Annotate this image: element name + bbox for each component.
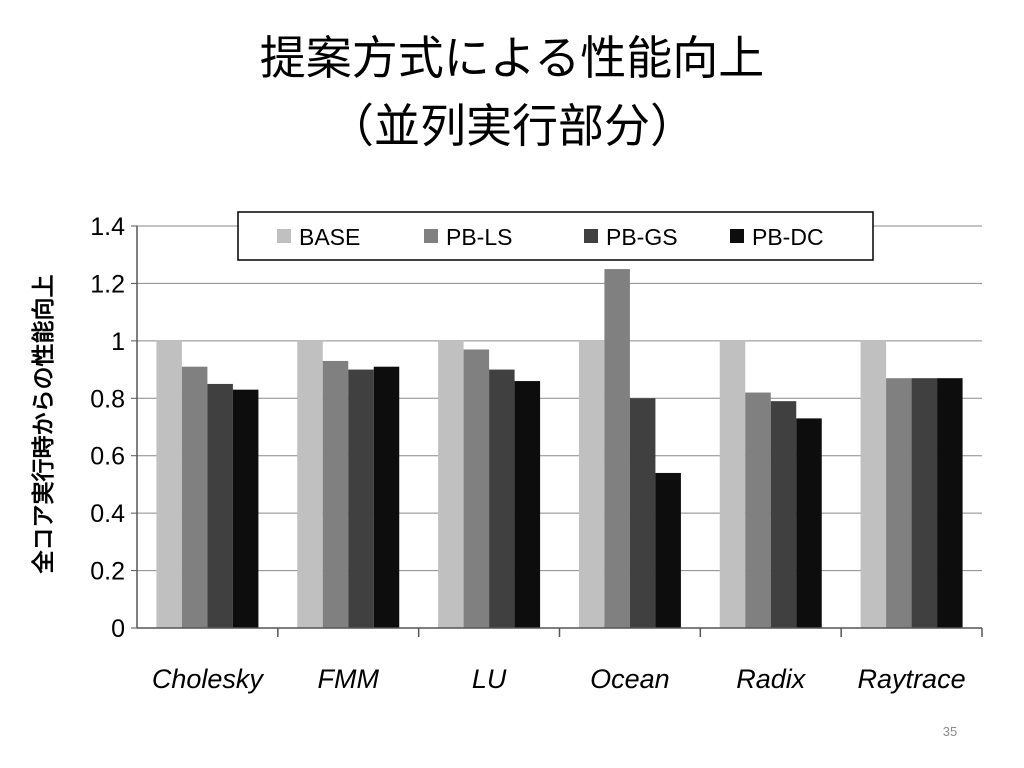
- legend-swatch-base: [277, 229, 291, 243]
- bar-pb-gs-cholesky: [207, 383, 233, 628]
- bar-pb-dc-cholesky: [232, 389, 259, 628]
- x-tick-label: Cholesky: [152, 664, 265, 694]
- x-tick-label: LU: [472, 664, 507, 694]
- bar-base-radix: [719, 340, 746, 628]
- bar-base-ocean: [578, 340, 605, 628]
- x-tick-label: Radix: [736, 664, 807, 694]
- bar-pb-ls-raytrace: [886, 378, 912, 628]
- grid-lines: [137, 225, 982, 572]
- axes: [131, 225, 983, 637]
- legend-label-pb-dc: PB-DC: [752, 224, 824, 250]
- y-tick-labels: 0 0.2 0.4 0.6 0.8 1 1.2 1.4: [90, 213, 125, 643]
- bar-base-raytrace: [860, 340, 887, 628]
- bar-pb-dc-lu: [514, 381, 541, 628]
- legend-box: [237, 211, 874, 261]
- slide-title-line1: 提案方式による性能向上: [259, 31, 765, 85]
- y-tick-label: 0.2: [90, 558, 125, 586]
- legend: BASE PB-LS PB-GS PB-DC: [237, 211, 874, 261]
- bar-base-cholesky: [156, 340, 182, 628]
- legend-swatch-pb-ls: [424, 229, 438, 243]
- y-tick-label: 0.6: [90, 443, 125, 471]
- bar-pb-ls-lu: [463, 349, 490, 628]
- page-number: 35: [942, 724, 958, 739]
- bar-pb-ls-fmm: [322, 360, 349, 628]
- y-tick-label: 1: [111, 328, 125, 356]
- legend-label-base: BASE: [299, 224, 360, 250]
- bar-pb-gs-lu: [489, 369, 515, 628]
- bar-base-lu: [438, 340, 464, 628]
- bar-base-fmm: [297, 340, 323, 628]
- bar-pb-dc-fmm: [373, 366, 400, 628]
- bar-pb-dc-raytrace: [937, 378, 963, 628]
- y-tick-label: 1.4: [90, 213, 125, 241]
- x-tick-label: Raytrace: [858, 664, 966, 694]
- y-tick-label: 0: [111, 615, 125, 643]
- bar-pb-gs-radix: [770, 401, 797, 628]
- y-tick-label: 1.2: [90, 270, 125, 298]
- x-tick-labels: Cholesky FMM LU Ocean Radix Raytrace: [152, 664, 966, 694]
- legend-label-pb-gs: PB-GS: [606, 224, 678, 250]
- x-tick-label: FMM: [318, 664, 380, 694]
- bar-pb-ls-radix: [745, 392, 771, 628]
- bar-pb-gs-fmm: [348, 369, 374, 628]
- legend-swatch-pb-gs: [584, 229, 598, 243]
- slide-title-line2: （並列実行部分）: [328, 99, 696, 153]
- bars: [156, 269, 963, 628]
- x-tick-label: Ocean: [590, 664, 670, 694]
- bar-pb-dc-radix: [796, 418, 822, 628]
- bar-pb-ls-cholesky: [181, 366, 208, 628]
- y-tick-label: 0.8: [90, 385, 125, 413]
- legend-swatch-pb-dc: [730, 229, 744, 243]
- bar-pb-ls-ocean: [604, 269, 630, 628]
- legend-label-pb-ls: PB-LS: [446, 224, 512, 250]
- y-tick-label: 0.4: [90, 500, 125, 528]
- bar-pb-dc-ocean: [655, 472, 681, 628]
- y-axis-label: 全コア実行時からの性能向上: [30, 275, 57, 575]
- bar-pb-gs-raytrace: [911, 378, 938, 628]
- bar-pb-gs-ocean: [629, 398, 656, 628]
